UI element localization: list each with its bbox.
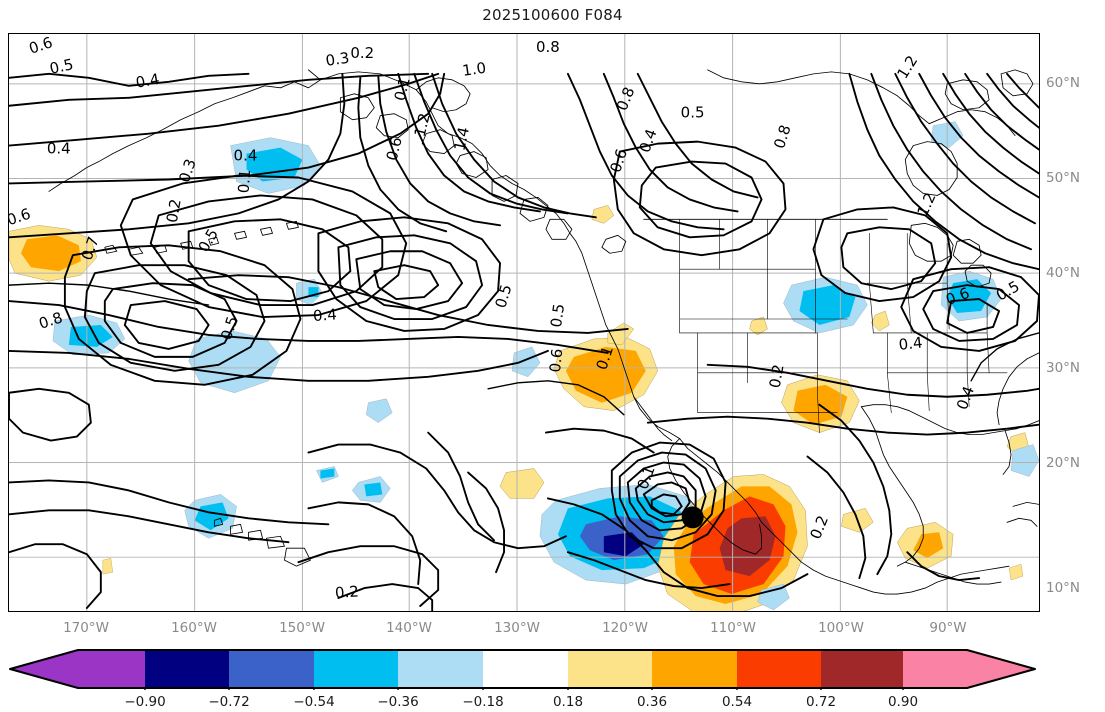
svg-text:0.3: 0.3 — [324, 49, 350, 70]
svg-text:0.1: 0.1 — [391, 75, 414, 102]
colorbar-canvas — [9, 649, 1036, 690]
svg-text:0.2: 0.2 — [766, 363, 788, 390]
colorbar-tick--0.90: −0.90 — [124, 694, 166, 710]
lat-tick-50N: 50°N — [1046, 170, 1081, 186]
svg-text:0.4: 0.4 — [234, 147, 258, 165]
lat-tick-60N: 60°N — [1046, 75, 1081, 91]
colorbar-tick--0.36: −0.36 — [377, 694, 419, 710]
page-title: 2025100600 F084 — [482, 6, 623, 24]
lon-tick-170W: 170°W — [63, 620, 109, 636]
svg-text:0.6: 0.6 — [9, 205, 33, 229]
lon-tick-150W: 150°W — [279, 620, 325, 636]
svg-text:1.4: 1.4 — [450, 125, 473, 152]
svg-text:0.4: 0.4 — [953, 384, 978, 412]
lat-tick-20N: 20°N — [1046, 455, 1081, 471]
contour-lines — [9, 72, 1039, 611]
colorbar-tick--0.72: −0.72 — [208, 694, 250, 710]
colorbar-tick-0.18: 0.18 — [552, 694, 584, 710]
colorbar-tick-0.36: 0.36 — [636, 694, 668, 710]
map-canvas: 0.6 0.5 0.4 0.3 0.2 0.1 0.4 0.4 0.3 0.2 … — [9, 34, 1039, 611]
svg-text:1.2: 1.2 — [411, 111, 434, 138]
svg-text:0.4: 0.4 — [134, 70, 161, 92]
colorbar-tick--0.18: −0.18 — [462, 694, 504, 710]
svg-text:0.2: 0.2 — [350, 44, 374, 62]
map-panel[interactable]: 0.6 0.5 0.4 0.3 0.2 0.1 0.4 0.4 0.3 0.2 … — [8, 33, 1040, 612]
coastlines-and-borders — [48, 69, 1039, 595]
lon-tick-160W: 160°W — [171, 620, 217, 636]
lon-tick-110W: 110°W — [710, 620, 756, 636]
svg-text:0.5: 0.5 — [48, 55, 75, 78]
svg-text:0.4: 0.4 — [636, 126, 661, 154]
svg-text:0.1: 0.1 — [235, 169, 255, 194]
svg-text:0.5: 0.5 — [547, 303, 568, 329]
lat-tick-40N: 40°N — [1046, 265, 1081, 281]
svg-text:0.6: 0.6 — [546, 348, 566, 373]
svg-text:0.8: 0.8 — [770, 123, 794, 151]
svg-text:0.4: 0.4 — [47, 140, 71, 158]
colorbar-swatches — [10, 650, 1035, 688]
map-gridlines — [9, 34, 1039, 611]
contour-inline-labels: 0.6 0.5 0.4 0.3 0.2 0.1 0.4 0.4 0.3 0.2 … — [9, 34, 1023, 602]
colorbar-tick-0.54: 0.54 — [721, 694, 753, 710]
svg-text:0.2: 0.2 — [163, 198, 185, 225]
colorbar[interactable]: −0.90 −0.72 −0.54 −0.36 −0.18 0.18 0.36 … — [0, 648, 1105, 712]
svg-text:0.6: 0.6 — [27, 34, 55, 58]
shaded-anomaly-field — [9, 121, 1039, 611]
colorbar-tick--0.54: −0.54 — [293, 694, 335, 710]
svg-text:0.3: 0.3 — [175, 157, 199, 185]
colorbar-ticks — [144, 688, 904, 690]
svg-text:0.6: 0.6 — [383, 135, 406, 162]
lat-tick-10N: 10°N — [1046, 580, 1081, 596]
svg-text:1.0: 1.0 — [461, 59, 487, 80]
svg-text:0.4: 0.4 — [898, 334, 924, 354]
lon-tick-90W: 90°W — [929, 620, 967, 636]
svg-text:0.2: 0.2 — [334, 582, 359, 602]
lon-tick-100W: 100°W — [818, 620, 864, 636]
svg-text:0.8: 0.8 — [536, 38, 560, 56]
lat-tick-30N: 30°N — [1046, 360, 1081, 376]
tropical-cyclone-center-marker[interactable] — [681, 506, 704, 529]
svg-text:0.5: 0.5 — [492, 282, 516, 310]
svg-text:0.5: 0.5 — [681, 104, 705, 122]
lon-tick-140W: 140°W — [386, 620, 432, 636]
colorbar-tick-0.90: 0.90 — [887, 694, 919, 710]
colorbar-tick-0.72: 0.72 — [805, 694, 837, 710]
colorbar-outline — [9, 649, 1036, 689]
svg-text:1.2: 1.2 — [913, 190, 939, 219]
lon-tick-130W: 130°W — [494, 620, 540, 636]
svg-text:0.8: 0.8 — [613, 84, 639, 113]
lon-tick-120W: 120°W — [602, 620, 648, 636]
svg-text:0.2: 0.2 — [806, 513, 832, 542]
svg-text:0.4: 0.4 — [312, 305, 337, 325]
